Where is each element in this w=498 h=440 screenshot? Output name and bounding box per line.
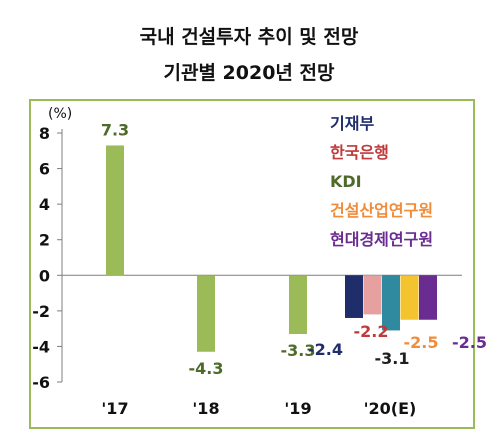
data-label-3: -3.3 bbox=[281, 341, 316, 360]
forecast-data-label-1: -2.4 bbox=[308, 340, 343, 359]
legend-entry-5: 현대경제연구원 bbox=[330, 230, 433, 249]
legend-entry-4: 건설산업연구원 bbox=[330, 201, 433, 220]
forecast-data-label-2: -2.2 bbox=[354, 322, 389, 341]
chart-title-line1: 국내 건설투자 추이 및 전망 bbox=[139, 26, 359, 48]
y-axis-unit: (%) bbox=[48, 106, 72, 122]
legend-entry-2: 한국은행 bbox=[330, 143, 389, 162]
data-label-1: 7.3 bbox=[101, 120, 129, 139]
forecast-bar-2 bbox=[363, 275, 382, 315]
forecast-bar-3 bbox=[382, 275, 400, 331]
bar-2 bbox=[197, 275, 215, 352]
legend-entry-1: 기재부 bbox=[330, 114, 374, 133]
y-tick-label: -4 bbox=[32, 337, 50, 356]
x-tick-label-2: '18 bbox=[192, 399, 219, 418]
x-tick-label-3: '19 bbox=[284, 399, 311, 418]
y-tick-label: 2 bbox=[39, 231, 50, 250]
chart-title-line2: 기관별 2020년 전망 bbox=[163, 62, 335, 84]
y-tick-label: 0 bbox=[39, 266, 50, 285]
y-tick-label: -2 bbox=[32, 302, 50, 321]
forecast-data-label-4: -2.5 bbox=[404, 333, 439, 352]
x-tick-label-4: '20(E) bbox=[364, 399, 417, 418]
y-tick-label: -6 bbox=[32, 373, 50, 392]
y-tick-label: 6 bbox=[39, 160, 50, 179]
data-label-2: -4.3 bbox=[189, 359, 224, 378]
bar-3 bbox=[289, 275, 307, 334]
y-tick-label: 4 bbox=[39, 195, 50, 214]
forecast-bar-1 bbox=[345, 275, 363, 318]
plot-frame bbox=[29, 99, 475, 429]
bar-1 bbox=[106, 145, 124, 276]
legend-entry-3: KDI bbox=[330, 172, 362, 191]
forecast-data-label-5: -2.5 bbox=[452, 333, 487, 352]
forecast-data-label-3: -3.1 bbox=[375, 349, 410, 368]
x-tick-label-1: '17 bbox=[101, 399, 128, 418]
forecast-bar-5 bbox=[419, 275, 437, 320]
y-tick-label: 8 bbox=[39, 124, 50, 143]
forecast-bar-4 bbox=[400, 275, 419, 320]
